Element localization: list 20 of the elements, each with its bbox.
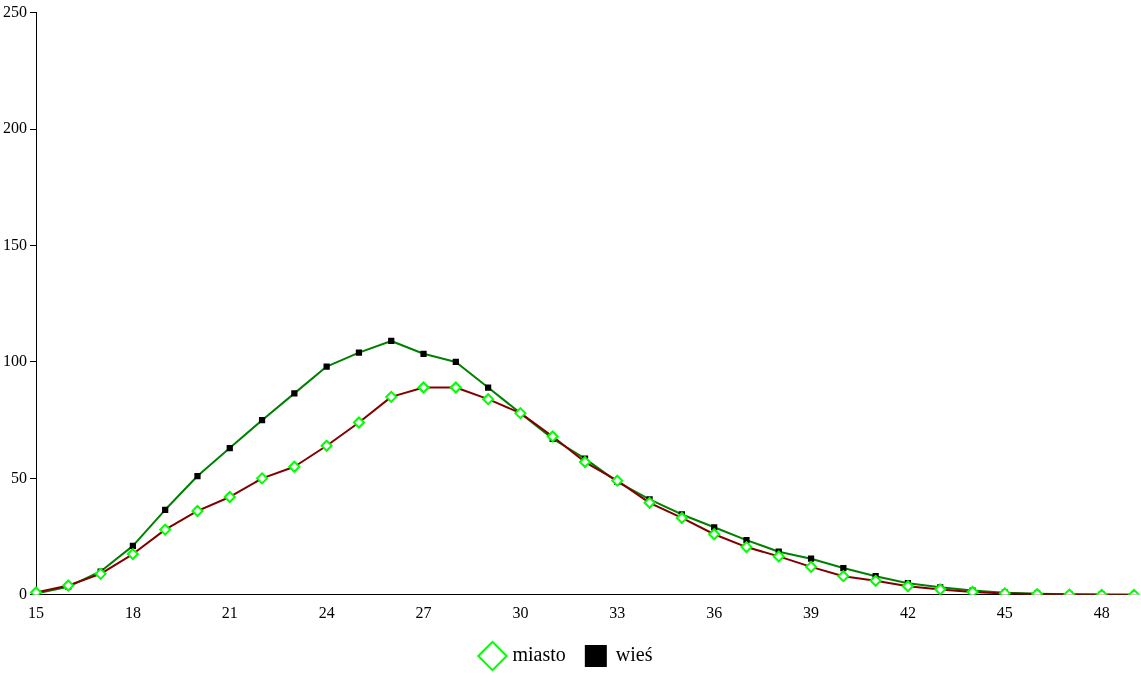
y-tick-label: 100 bbox=[3, 352, 27, 370]
x-tick-label: 21 bbox=[221, 603, 238, 621]
x-tick-label: 33 bbox=[609, 603, 626, 621]
legend-label: wieś bbox=[615, 643, 653, 666]
x-tick-label: 27 bbox=[415, 603, 432, 621]
x-tick-label: 42 bbox=[899, 603, 916, 621]
y-tick-label: 0 bbox=[19, 585, 27, 602]
x-tick-label: 45 bbox=[996, 603, 1013, 621]
y-tick-label: 250 bbox=[3, 2, 27, 20]
legend-label: miasto bbox=[512, 643, 566, 666]
y-tick-label: 50 bbox=[11, 468, 27, 486]
x-tick-label: 18 bbox=[124, 603, 141, 621]
y-tick-label: 200 bbox=[3, 119, 27, 137]
x-tick-label: 36 bbox=[706, 603, 723, 621]
x-tick-label: 48 bbox=[1093, 603, 1110, 621]
y-tick-label: 150 bbox=[3, 235, 27, 253]
x-tick-label: 24 bbox=[318, 603, 335, 621]
x-tick-label: 30 bbox=[512, 603, 529, 621]
x-tick-label: 39 bbox=[803, 603, 820, 621]
x-tick-label: 15 bbox=[28, 603, 44, 621]
